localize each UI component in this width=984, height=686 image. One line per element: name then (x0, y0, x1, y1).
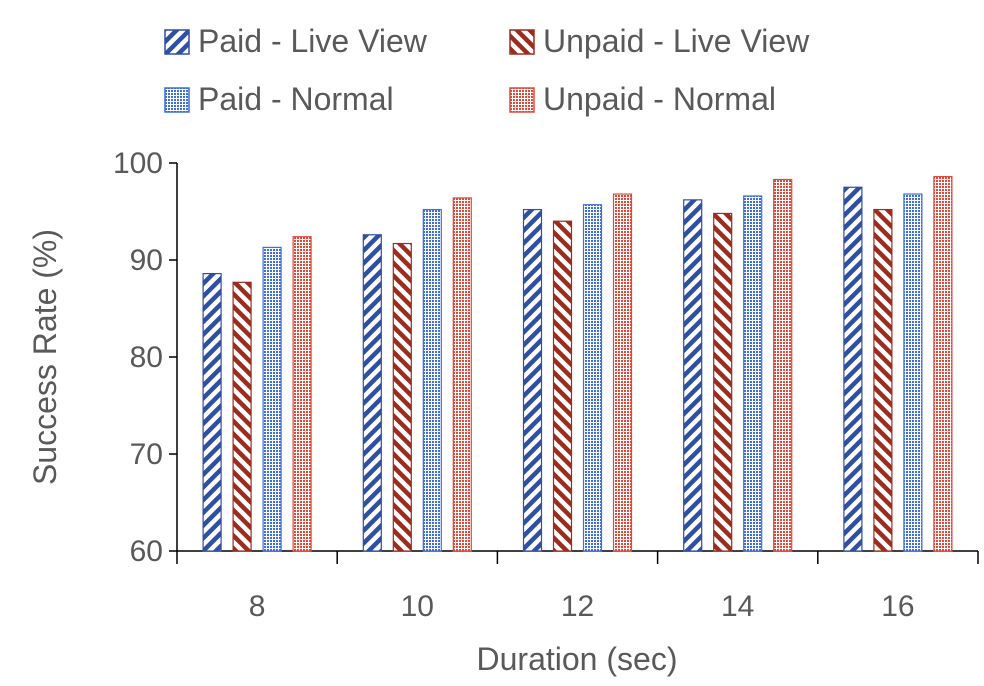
x-axis-title: Duration (sec) (477, 641, 678, 677)
bar-unpaid-live-view-8 (232, 281, 252, 552)
bar-paid-live-view-8 (202, 272, 222, 552)
legend-label-unpaid-normal: Unpaid - Normal (543, 81, 776, 117)
y-axis-title: Success Rate (%) (27, 229, 63, 485)
legend-entry-paid-normal: Paid - Normal (164, 81, 394, 117)
x-axis-ticks: 8 10 12 14 16 (176, 551, 979, 623)
y-tick-label: 80 (130, 341, 163, 374)
legend-swatch-paid-live-view (164, 29, 190, 55)
legend-entry-unpaid-normal: Unpaid - Normal (509, 81, 776, 117)
y-axis-ticks: 60 70 80 90 100 (113, 147, 177, 568)
x-tick-label: 8 (249, 590, 266, 623)
legend-label-paid-live-view: Paid - Live View (198, 23, 428, 59)
legend-entry-paid-live-view: Paid - Live View (164, 23, 428, 59)
legend-swatch-unpaid-live-view (509, 29, 535, 55)
bar-paid-normal-16 (903, 193, 923, 552)
y-tick-label: 90 (130, 244, 163, 277)
legend-label-paid-normal: Paid - Normal (198, 81, 394, 117)
legend-swatch-paid-normal (164, 87, 190, 113)
legend-swatch-unpaid-normal (509, 87, 535, 113)
bar-unpaid-live-view-10 (392, 242, 412, 552)
bar-unpaid-normal-16 (933, 175, 953, 552)
bar-paid-live-view-10 (362, 234, 382, 552)
y-tick-label: 70 (130, 438, 163, 471)
bar-unpaid-live-view-12 (552, 220, 573, 552)
legend-entry-unpaid-live-view: Unpaid - Live View (509, 23, 810, 59)
bar-unpaid-normal-10 (452, 197, 472, 552)
bar-paid-normal-14 (743, 195, 763, 552)
y-tick-label: 100 (113, 147, 163, 180)
x-tick-label: 14 (721, 590, 754, 623)
legend: Paid - Live View Unpaid - Live View Paid… (164, 23, 810, 117)
bars (202, 175, 953, 552)
legend-label-unpaid-live-view: Unpaid - Live View (543, 23, 810, 59)
bar-unpaid-live-view-14 (713, 212, 733, 552)
bar-paid-live-view-14 (683, 199, 703, 552)
bar-paid-normal-12 (582, 204, 603, 552)
bar-paid-live-view-16 (843, 186, 863, 552)
x-tick-label: 12 (561, 590, 594, 623)
bar-unpaid-normal-14 (773, 178, 793, 552)
bar-unpaid-normal-12 (612, 193, 633, 552)
x-tick-label: 10 (401, 590, 434, 623)
bar-paid-normal-10 (422, 208, 442, 552)
bar-paid-normal-8 (262, 246, 282, 552)
bar-unpaid-live-view-16 (873, 208, 893, 552)
x-tick-label: 16 (881, 590, 914, 623)
bar-paid-live-view-12 (522, 208, 543, 552)
y-tick-label: 60 (130, 535, 163, 568)
bar-unpaid-normal-8 (292, 236, 312, 552)
